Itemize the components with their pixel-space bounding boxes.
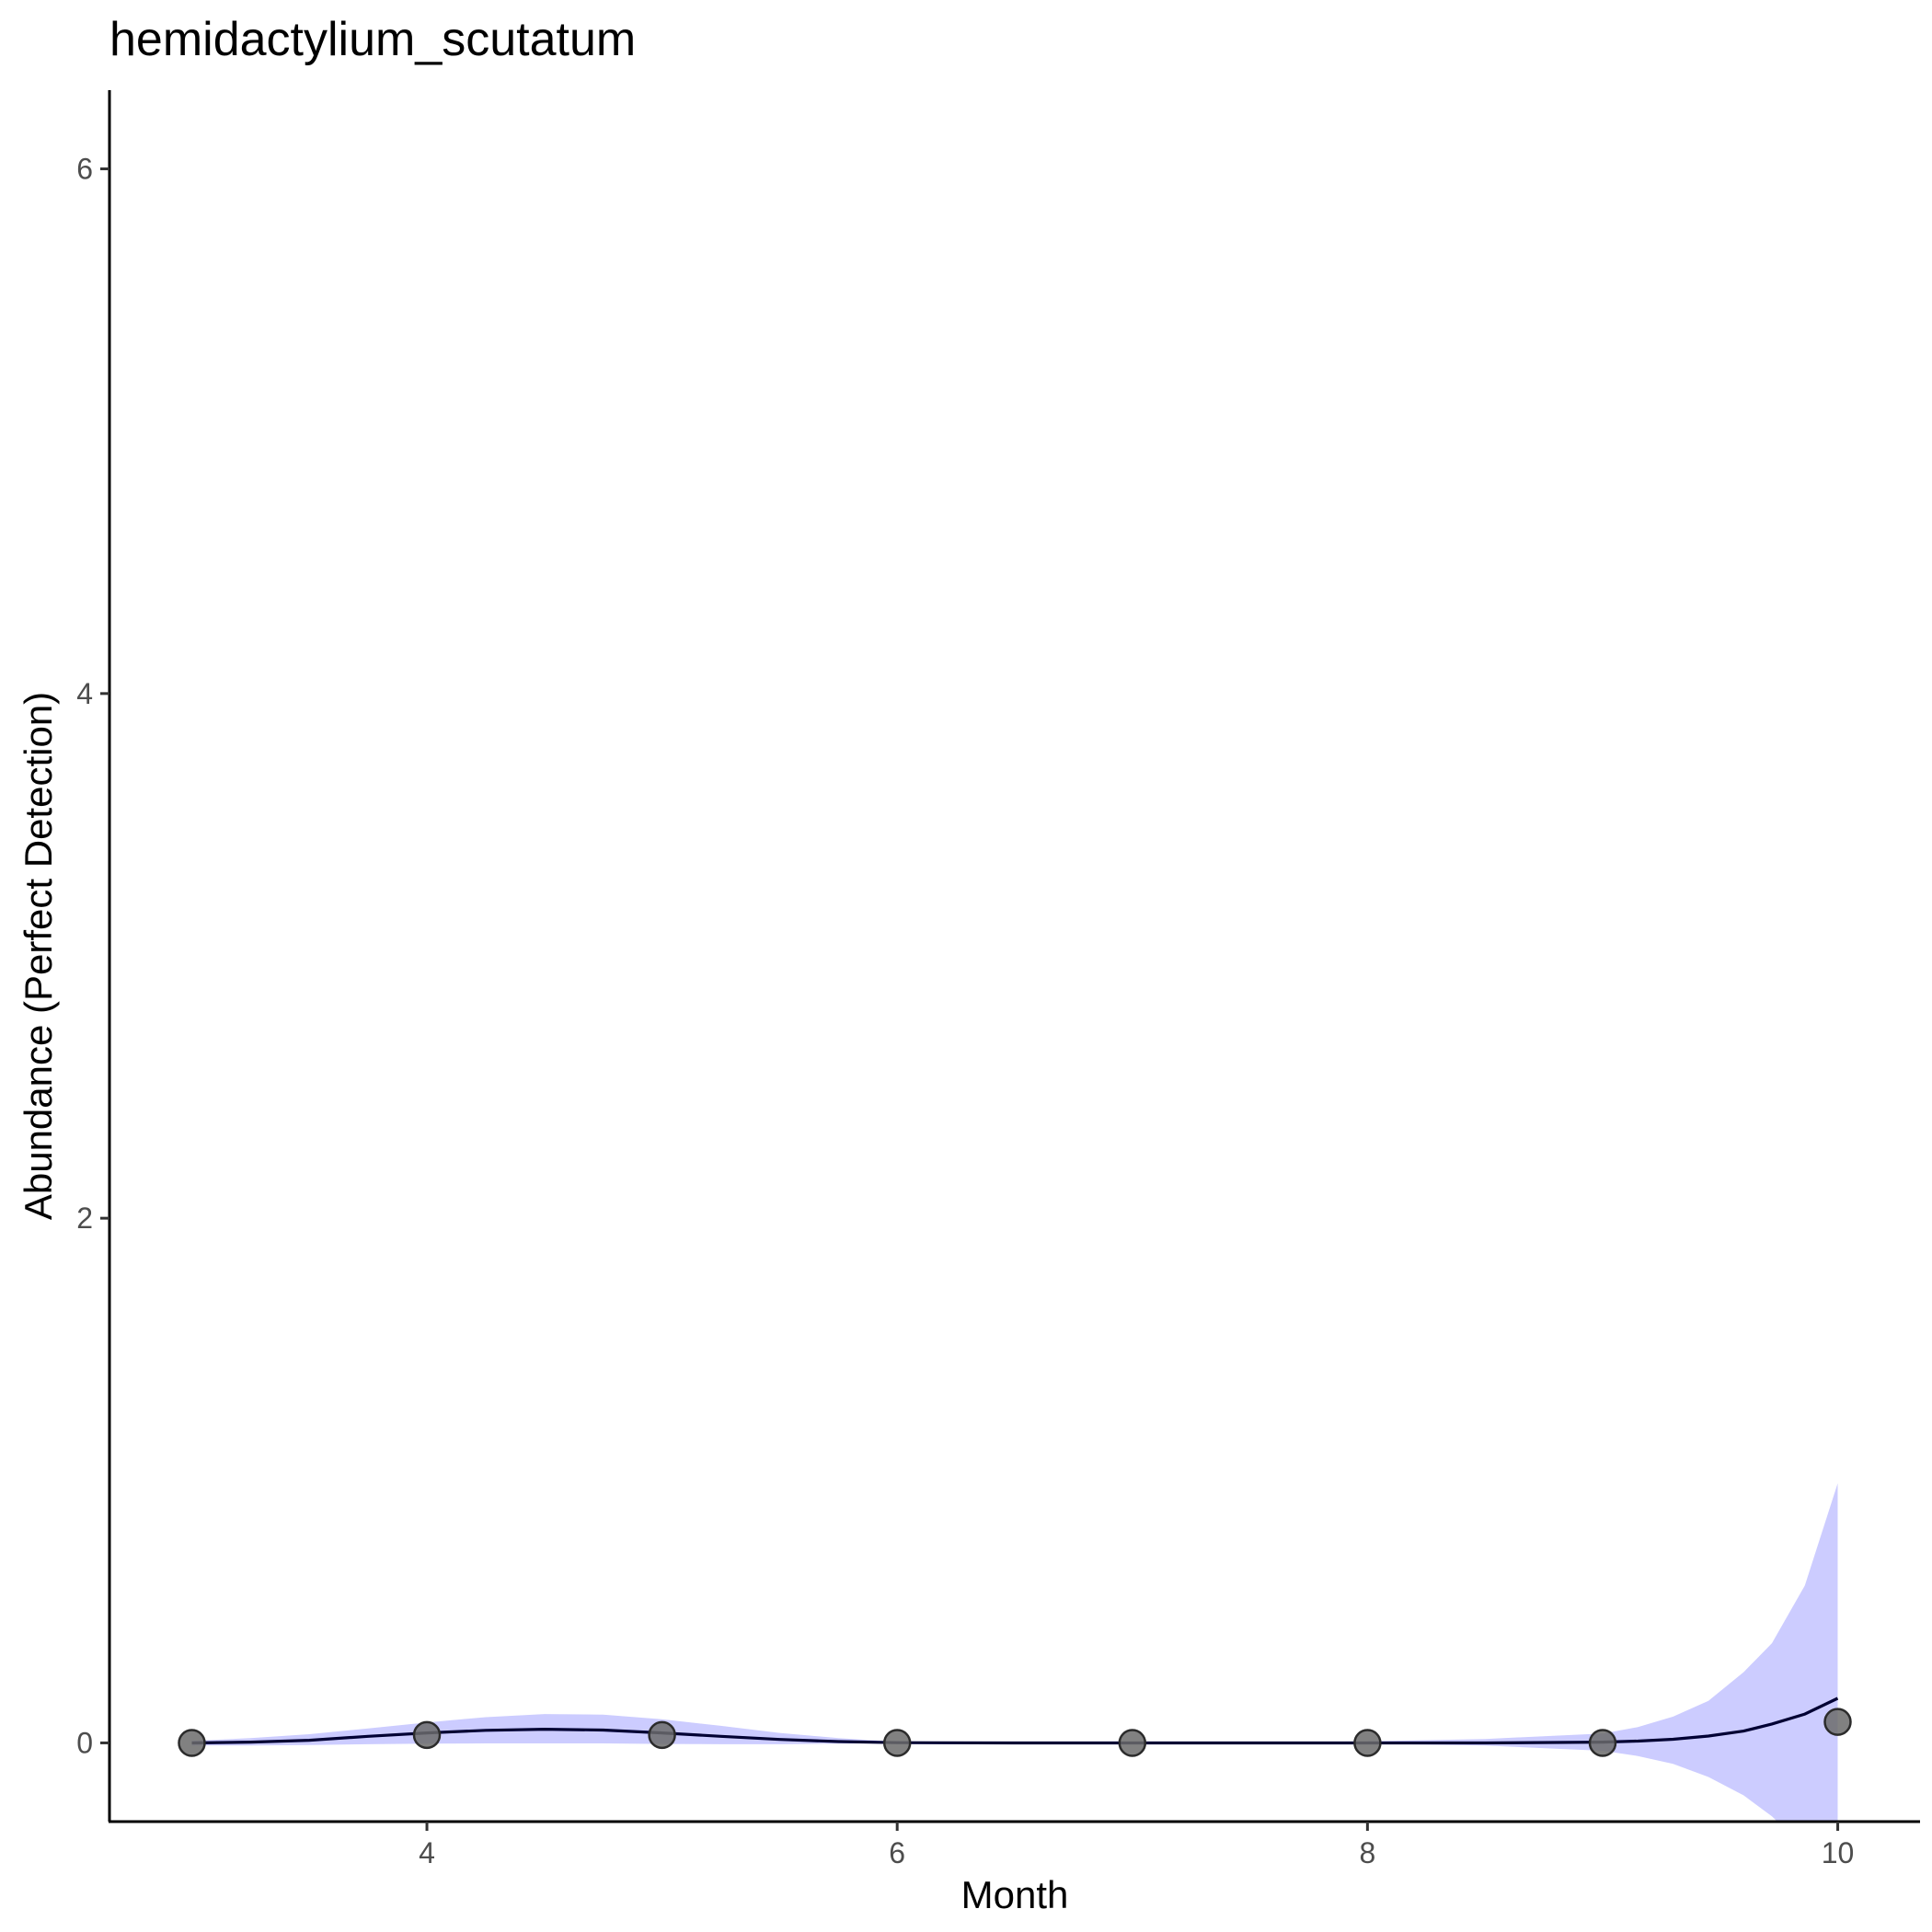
confidence-ribbon-layer <box>191 1483 1838 1822</box>
data-point <box>1588 1729 1617 1757</box>
chart-title: hemidactylium_scutatum <box>109 13 636 66</box>
data-point <box>1118 1729 1147 1757</box>
data-point <box>178 1729 206 1757</box>
x-axis-title: Month <box>961 1873 1069 1916</box>
x-tick-label: 8 <box>1359 1836 1375 1869</box>
x-tick-label: 4 <box>419 1836 435 1869</box>
x-axis-ticks: 4 6 8 10 <box>419 1822 1854 1869</box>
data-point <box>412 1720 442 1750</box>
y-tick-label: 0 <box>76 1726 93 1759</box>
y-axis-ticks: 0 2 4 6 <box>76 153 109 1759</box>
confidence-ribbon <box>191 1483 1838 1822</box>
y-tick-label: 2 <box>76 1202 93 1235</box>
data-point <box>882 1729 912 1757</box>
data-points-layer <box>178 1708 1852 1757</box>
data-point <box>648 1720 676 1750</box>
y-tick-label: 6 <box>76 153 93 186</box>
y-tick-label: 4 <box>76 677 93 710</box>
x-tick-label: 6 <box>889 1836 905 1869</box>
data-point <box>1823 1708 1852 1736</box>
y-axis-title: Abundance (Perfect Detection) <box>17 692 60 1220</box>
x-tick-label: 10 <box>1822 1836 1855 1869</box>
data-point <box>1353 1729 1382 1757</box>
